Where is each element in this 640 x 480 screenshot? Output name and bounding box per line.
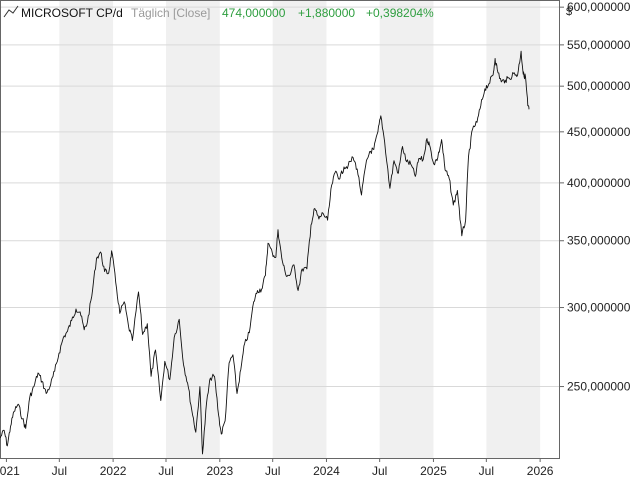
- half-year-band: [272, 0, 327, 458]
- change-percent: +0,398204%: [366, 6, 434, 20]
- symbol-label: MICROSOFT CP/d: [21, 6, 123, 20]
- plot-frame: [0, 0, 560, 459]
- y-axis: 250,000000 300,000000 350,000000 400,000000…: [560, 0, 631, 394]
- y-tick-label: 550,000000: [567, 38, 631, 52]
- line-chart-icon: [3, 5, 19, 18]
- x-tick-label: Jul: [52, 464, 67, 478]
- half-year-band: [59, 0, 114, 458]
- y-tick-label: 450,000000: [567, 125, 631, 139]
- x-tick-label: 2023: [206, 464, 233, 478]
- currency-label: $: [566, 6, 572, 18]
- x-axis: 2021 Jul 2022 Jul 2023 Jul 2024 Jul 2025 Jul 2026: [0, 458, 554, 478]
- y-tick-label: 500,000000: [567, 79, 631, 93]
- series-layer: [0, 50, 530, 455]
- x-tick-label: 2026: [527, 464, 554, 478]
- x-tick-label: 2022: [100, 464, 127, 478]
- year-bands: [59, 0, 541, 458]
- chart-header: MICROSOFT CP/d Täglich [Close] 474,00000…: [3, 5, 572, 20]
- last-price: 474,000000: [222, 6, 286, 20]
- x-tick-label: Jul: [479, 464, 494, 478]
- x-tick-label: 2025: [420, 464, 447, 478]
- mode-label: Täglich [Close]: [131, 6, 210, 20]
- y-tick-label: 350,000000: [567, 234, 631, 248]
- x-tick-label: 2021: [0, 464, 20, 478]
- x-tick-label: Jul: [265, 464, 280, 478]
- x-tick-label: Jul: [372, 464, 387, 478]
- x-tick-label: 2024: [313, 464, 340, 478]
- change-absolute: +1,880000: [298, 6, 355, 20]
- grid-lines: [0, 6, 560, 388]
- half-year-band: [486, 0, 541, 458]
- x-tick-label: Jul: [158, 464, 173, 478]
- y-tick-label: 250,000000: [567, 380, 631, 394]
- y-tick-label: 300,000000: [567, 301, 631, 315]
- half-year-band: [379, 0, 434, 458]
- half-year-band: [166, 0, 220, 458]
- y-tick-label: 400,000000: [567, 176, 631, 190]
- price-line: [0, 50, 530, 455]
- y-tick-label: 600,000000: [567, 0, 631, 14]
